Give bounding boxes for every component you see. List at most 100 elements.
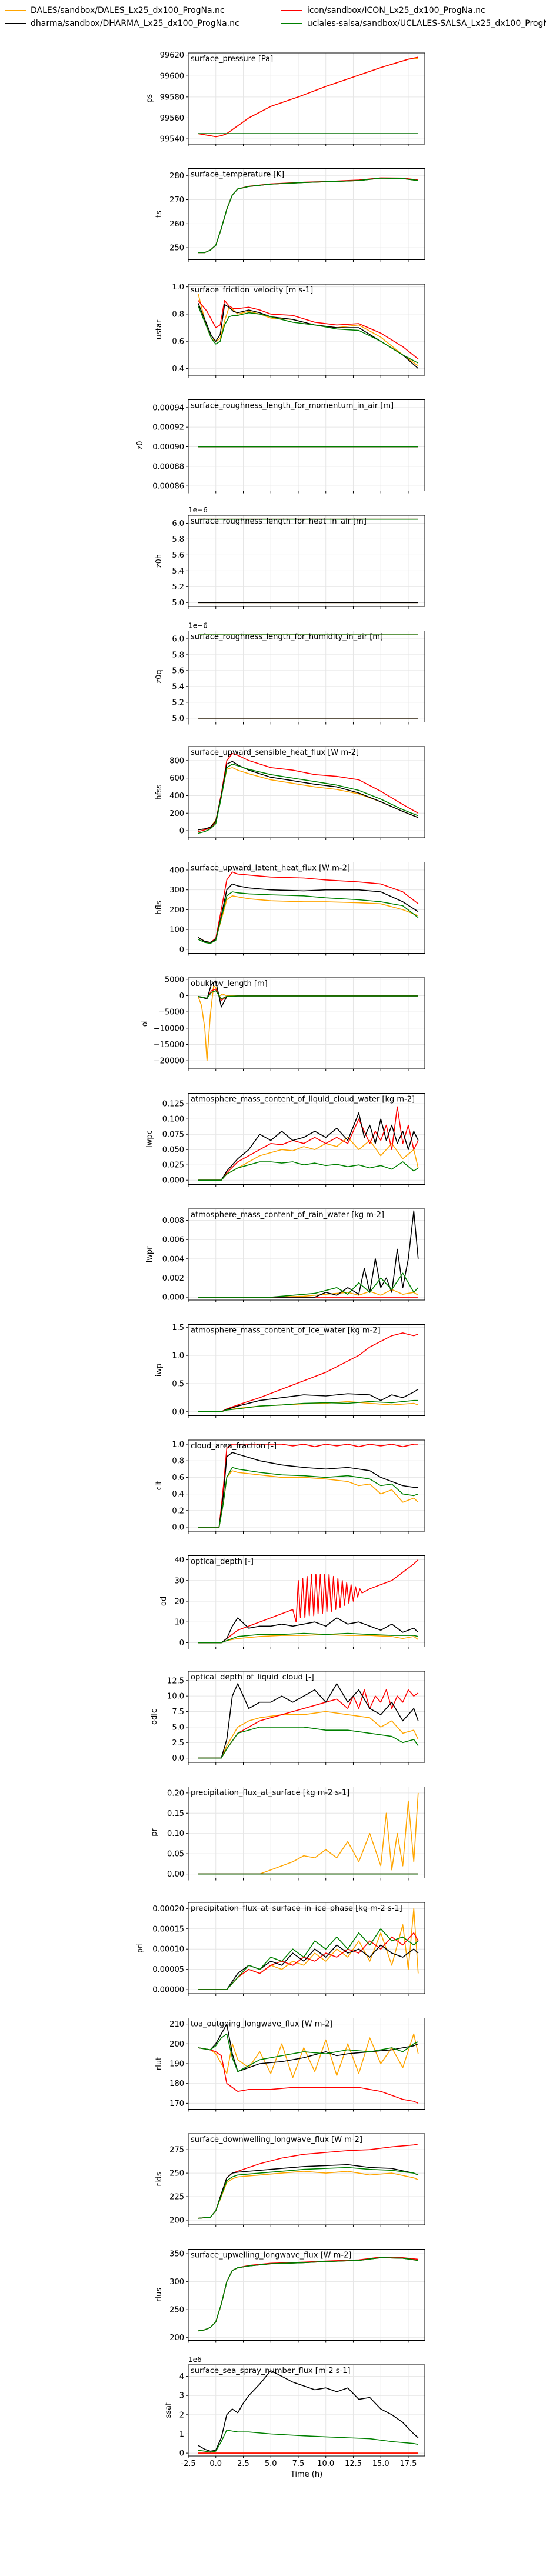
chart-panel: 0.00086 0.00088 0.00090 0.00092 0.00094 z0 sur… (136, 399, 425, 494)
series-line-uclales-salsa (198, 2033, 419, 2072)
series-line-dales (198, 177, 418, 254)
y-axis-label: odlc (150, 1709, 159, 1725)
series-line-icon (198, 1332, 419, 1412)
y-tick-label: 0 (179, 1639, 184, 1648)
y-tick-label: 0.00000 (152, 1986, 184, 1995)
y-axis-label: z0h (155, 554, 164, 568)
y-tick-label: 0.00015 (152, 1925, 184, 1934)
x-tick-label: 5.0 (265, 2460, 277, 2468)
series-line-dharma (198, 1683, 419, 1759)
x-tick-label: 7.5 (292, 2460, 305, 2468)
y-tick-label: 250 (169, 2170, 184, 2178)
y-tick-label: 7.5 (172, 1708, 184, 1717)
y-tick-label: 5.4 (172, 567, 184, 576)
y-axis-label: ps (145, 94, 154, 103)
series-line-uclales-salsa (198, 764, 419, 834)
series-line-dales (198, 2033, 419, 2078)
y-tick-label: 1.0 (172, 1441, 184, 1449)
plot-frame (188, 2249, 425, 2341)
chart-title: surface_friction_velocity [m s-1] (191, 286, 313, 295)
series-line-dales (198, 767, 419, 831)
y-tick-label: 0.00005 (152, 1965, 184, 1974)
chart-panel: 0.4 0.6 0.8 1.0 ustar surface_friction_veloci… (155, 283, 425, 378)
legend-swatch (5, 23, 26, 24)
y-tick-label: 0.4 (172, 365, 184, 374)
y-tick-label: 0.006 (162, 1236, 184, 1245)
y-tick-label: 0.05 (167, 1850, 184, 1859)
plot-frame (188, 746, 425, 838)
y-tick-label: 0.075 (162, 1131, 184, 1139)
y-axis-label: ssaf (164, 2402, 173, 2418)
y-axis-label: rlds (155, 2172, 164, 2186)
y-tick-label: 5.6 (172, 551, 184, 560)
y-tick-label: 0.004 (162, 1255, 184, 1264)
chart-title: surface_roughness_length_for_heat_in_air… (191, 517, 367, 526)
legend-swatch (281, 10, 302, 11)
y-tick-label: 270 (169, 196, 184, 205)
y-tick-label: 225 (169, 2193, 184, 2202)
y-tick-label: 5.8 (172, 535, 184, 544)
y-axis-label: od (159, 1597, 168, 1606)
chart-title: atmosphere_mass_content_of_ice_water [kg… (191, 1327, 381, 1335)
y-tick-label: 0.008 (162, 1217, 184, 1225)
plot-frame (188, 862, 425, 954)
legend-item-uclales: uclales-salsa/sandbox/UCLALES-SALSA_Lx25… (281, 19, 546, 28)
x-tick-label: 10.0 (317, 2460, 334, 2468)
chart-title: precipitation_flux_at_surface_in_ice_pha… (191, 1904, 402, 1913)
y-tick-label: 5.0 (172, 714, 184, 723)
plot-frame (188, 1324, 425, 1416)
plot-frame (188, 977, 425, 1069)
y-tick-label: 200 (169, 906, 184, 915)
chart-panel: 5.0 5.2 5.4 5.6 5.8 6.0 z0q 1e−6 surface_roughne… (155, 622, 425, 725)
chart-panel: −20000 −15000 −10000 −5000 0 5000 ol obukhov_le… (141, 975, 425, 1071)
series-line-icon (198, 1444, 418, 1528)
chart-title: optical_depth_of_liquid_cloud [-] (191, 1673, 314, 1682)
y-tick-label: 0.00094 (152, 404, 184, 412)
y-tick-label: 0.10 (167, 1829, 184, 1838)
series-line-uclales-salsa (198, 2257, 418, 2332)
y-tick-label: 20 (174, 1598, 184, 1607)
y-tick-label: 0.050 (162, 1146, 184, 1155)
series-line-icon (198, 1106, 419, 1181)
plot-frame (188, 1439, 425, 1532)
y-tick-label: 0.00020 (152, 1905, 184, 1914)
y-tick-label: 2.5 (172, 1739, 184, 1748)
series-line-icon (198, 2257, 418, 2332)
series-line-dharma (198, 2164, 419, 2219)
offset-text: 1e6 (188, 2355, 202, 2364)
series-line-dales (198, 985, 418, 1061)
series-line-dharma (198, 1617, 419, 1644)
chart-panel: -2.5 0.0 2.5 5.0 7.5 10.0 12.5 15.0 17.5 Time (h)… (164, 2355, 425, 2479)
series-line-dharma (198, 1112, 419, 1181)
y-tick-label: 260 (169, 220, 184, 229)
series-line-uclales-salsa (198, 1399, 418, 1412)
plot-frame (188, 631, 425, 722)
series-line-dharma (198, 883, 419, 943)
y-tick-label: 0.8 (172, 1457, 184, 1466)
y-tick-label: 5.2 (172, 698, 184, 707)
y-tick-label: 200 (169, 809, 184, 818)
series-line-uclales-salsa (198, 891, 419, 944)
y-tick-label: 350 (169, 2250, 184, 2259)
y-tick-label: 250 (169, 2306, 184, 2315)
x-tick-label: 0.0 (209, 2460, 222, 2468)
y-tick-label: 99580 (160, 93, 184, 102)
offset-text: 1e−6 (188, 506, 208, 514)
chart-panel: 0.0 0.5 1.0 1.5 iwp atmosphere_mass_content_o… (155, 1324, 425, 1418)
chart-title: surface_temperature [K] (191, 171, 284, 179)
chart-panel: 0.0 2.5 5.0 7.5 10.0 12.5 odlc optical_depth_of… (150, 1671, 425, 1765)
chart-panel: 170 180 190 200 210 rlut toa_outgoing_longwave… (155, 2018, 425, 2112)
y-tick-label: 0.2 (172, 1507, 184, 1515)
y-tick-label: 0.0 (172, 1408, 184, 1417)
chart-title: precipitation_flux_at_surface [kg m-2 s-… (191, 1789, 349, 1798)
legend-swatch (5, 10, 26, 11)
y-tick-label: 210 (169, 2020, 184, 2029)
y-tick-label: −15000 (154, 1041, 184, 1049)
chart-title: surface_downwelling_longwave_flux [W m-2… (191, 2135, 362, 2144)
y-tick-label: −10000 (154, 1024, 184, 1033)
chart-panel: 200 250 300 350 rlus surface_upwelling_longwa… (155, 2249, 425, 2343)
y-tick-label: 4 (179, 2372, 184, 2381)
plot-frame (188, 399, 425, 491)
y-tick-label: 10 (174, 1618, 184, 1627)
series-line-uclales-salsa (198, 990, 418, 999)
